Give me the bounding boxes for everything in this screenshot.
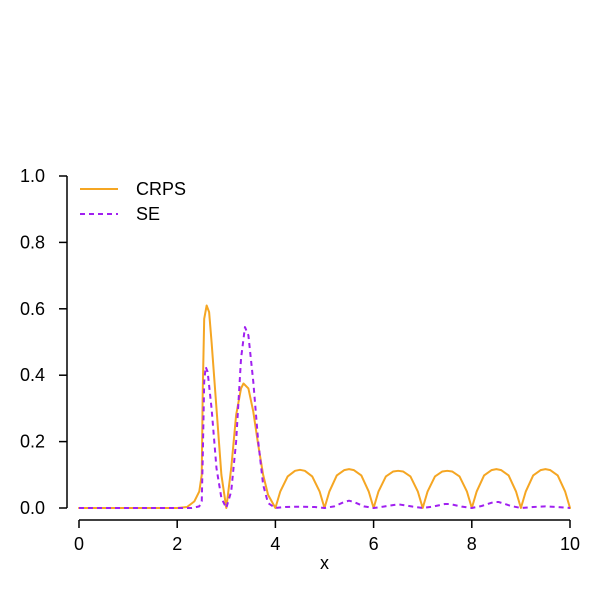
y-tick-label: 0.0 xyxy=(20,498,45,518)
y-tick-label: 0.8 xyxy=(20,232,45,252)
x-tick-label: 0 xyxy=(74,534,84,554)
x-axis-label: x xyxy=(320,553,329,573)
legend-label-crps: CRPS xyxy=(136,179,186,199)
y-tick-label: 1.0 xyxy=(20,166,45,186)
axes-layer: 0 2 4 6 8 10 x 0.0 0.2 0.4 0.6 0.8 1.0 xyxy=(20,166,580,573)
x-tick-label: 8 xyxy=(467,534,477,554)
x-tick-label: 4 xyxy=(270,534,280,554)
y-tick-label: 0.6 xyxy=(20,299,45,319)
legend: CRPS SE xyxy=(80,179,186,224)
series-layer xyxy=(78,304,571,509)
y-tick-label: 0.4 xyxy=(20,365,45,385)
y-tick-label: 0.2 xyxy=(20,432,45,452)
series-line-crps xyxy=(78,304,571,509)
series-line-se xyxy=(79,326,571,509)
x-tick-label: 6 xyxy=(369,534,379,554)
legend-label-se: SE xyxy=(136,204,160,224)
x-tick-label: 2 xyxy=(172,534,182,554)
x-tick-label: 10 xyxy=(560,534,580,554)
